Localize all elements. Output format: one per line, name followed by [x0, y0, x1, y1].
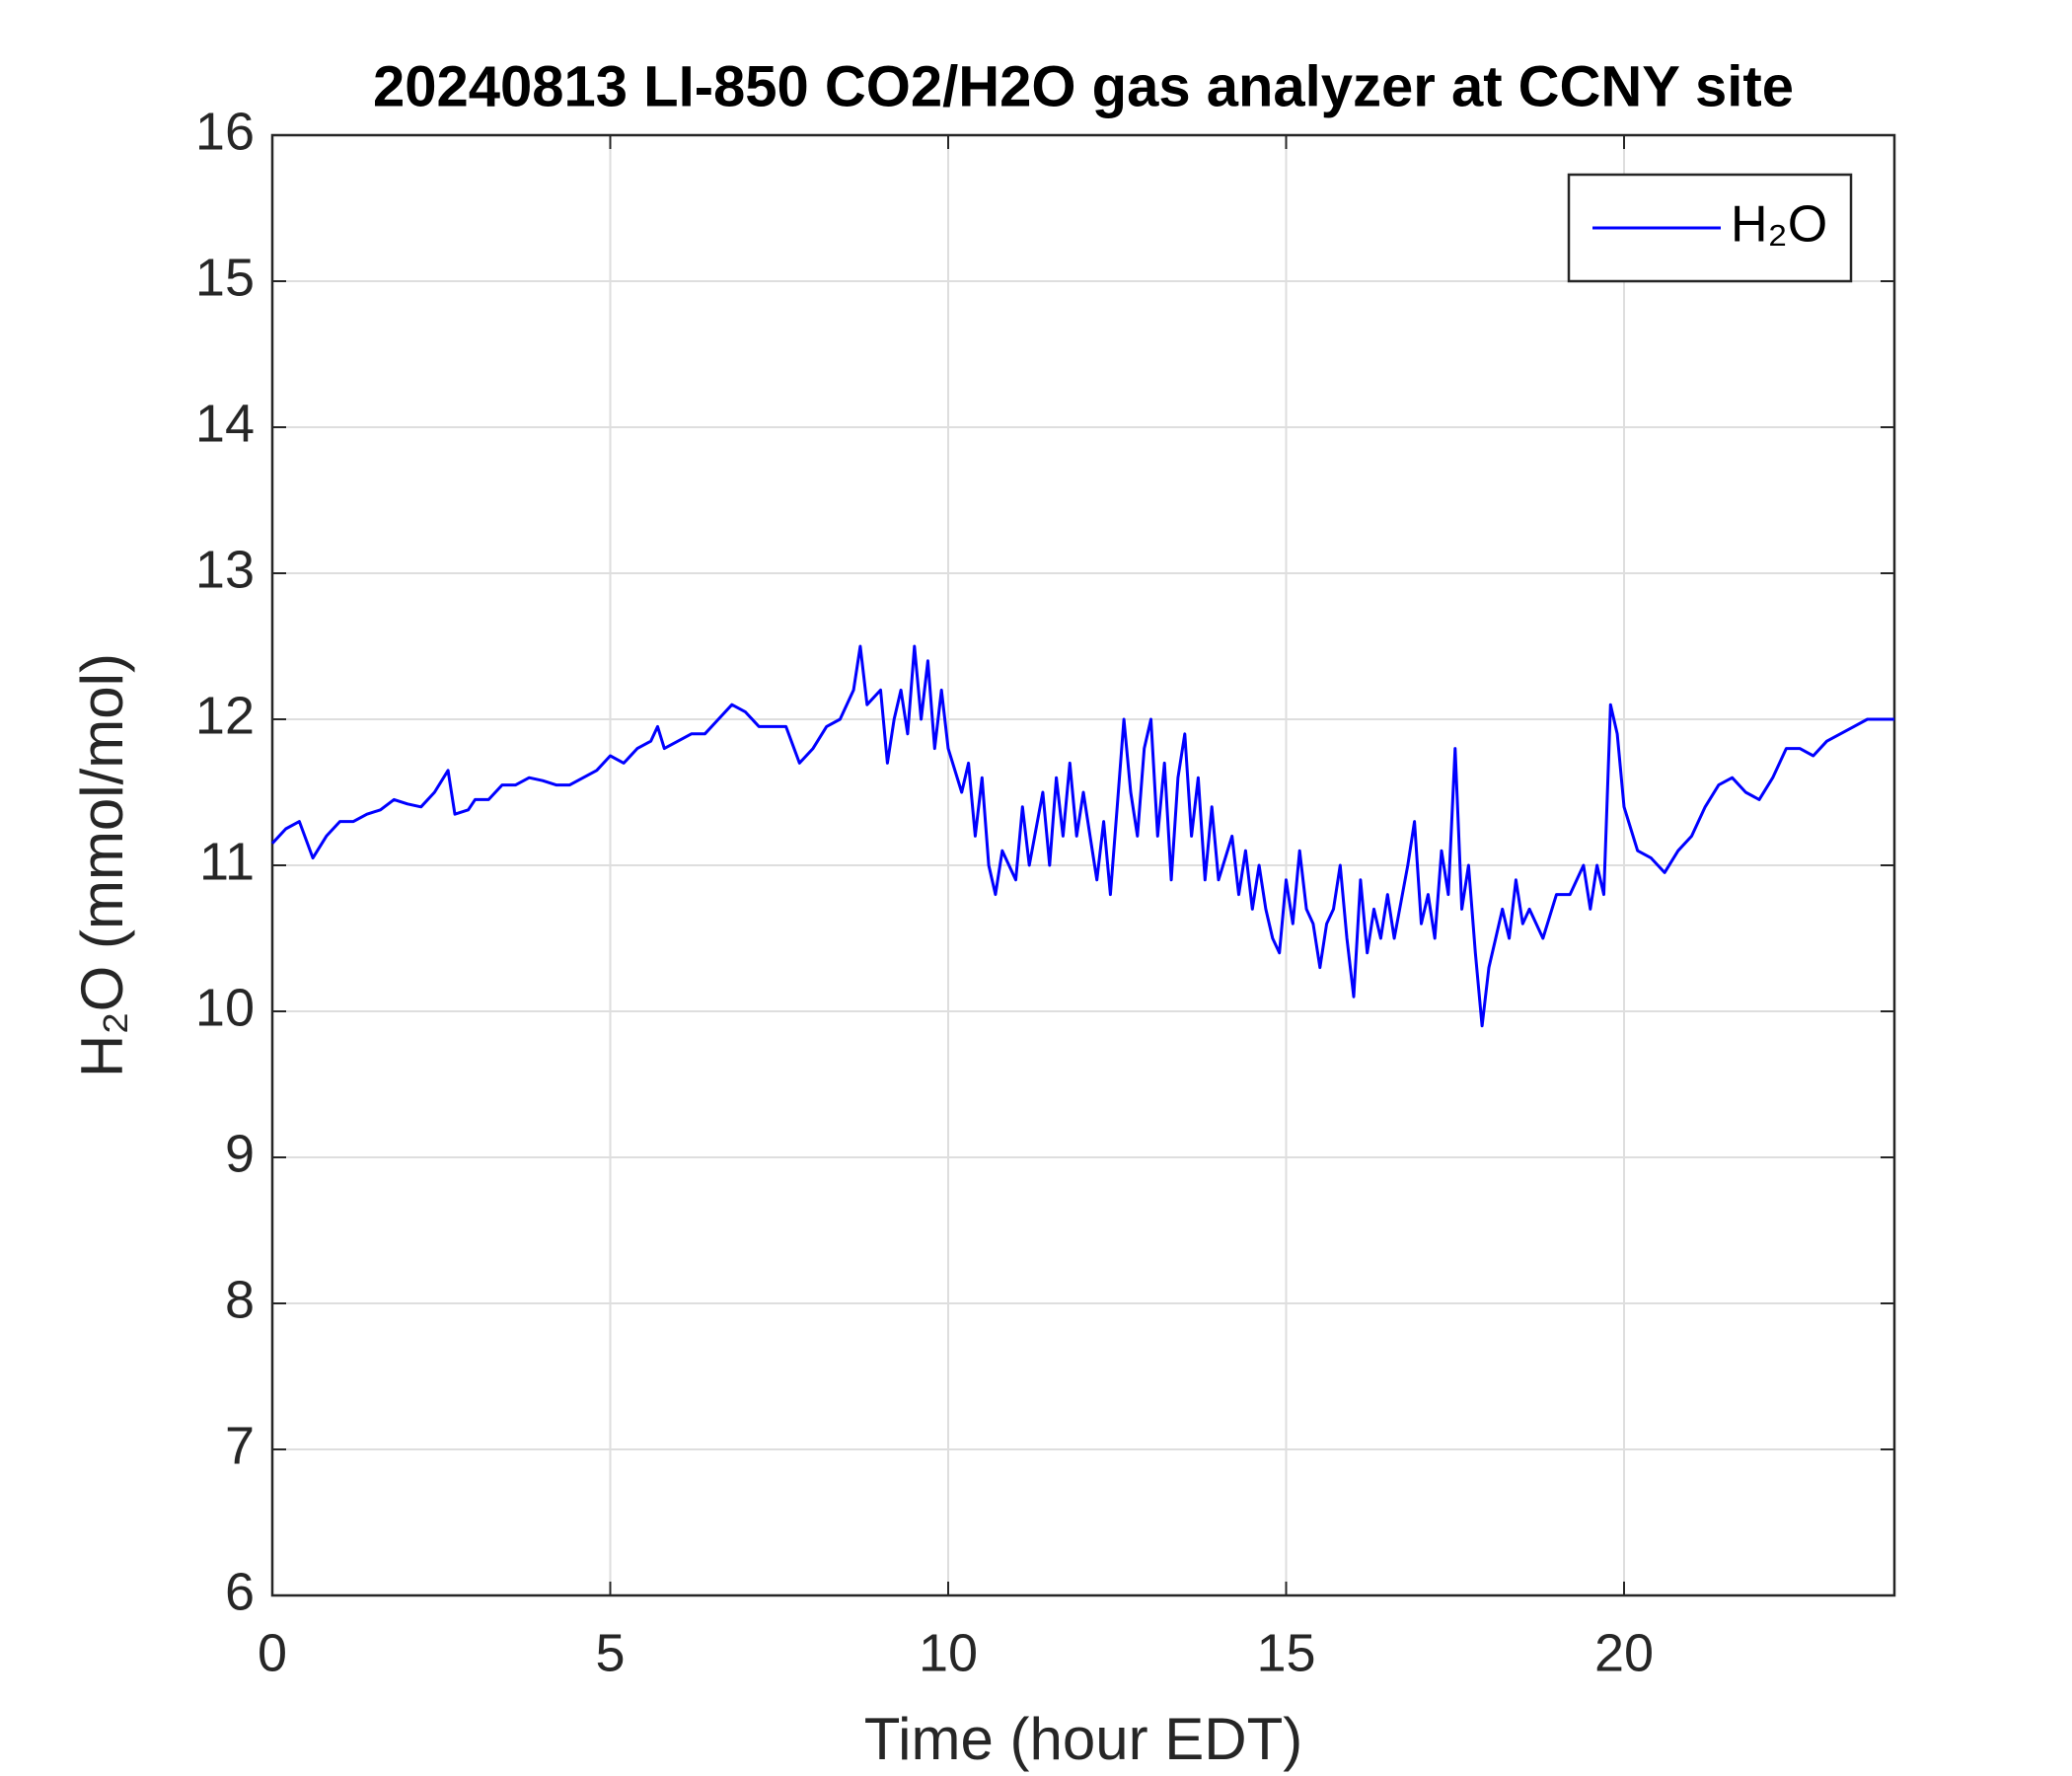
- x-tick-label: 20: [1594, 1623, 1654, 1682]
- y-tick-label: 11: [199, 832, 255, 891]
- x-tick-label: 0: [258, 1623, 287, 1682]
- data-line: [270, 644, 1894, 1028]
- y-tick-label: 6: [225, 1562, 255, 1621]
- y-tick-label: 13: [195, 540, 255, 599]
- y-tick-label: 10: [195, 978, 255, 1037]
- y-tick-label: 12: [195, 686, 255, 745]
- y-tick-label: 8: [225, 1270, 255, 1329]
- y-tick-label: 14: [195, 394, 255, 453]
- y-axis-label: H₂O (mmol/mol): [69, 653, 135, 1077]
- y-tick-label: 16: [195, 102, 255, 161]
- x-tick-label: 15: [1256, 1623, 1315, 1682]
- x-tick-label: 5: [595, 1623, 625, 1682]
- y-tick-label: 7: [225, 1416, 255, 1475]
- chart-title: 20240813 LI-850 CO2/H2O gas analyzer at …: [373, 54, 1794, 118]
- x-axis-label: Time (hour EDT): [864, 1706, 1303, 1772]
- y-tick-label: 15: [195, 248, 255, 307]
- legend-label: H₂O: [1731, 196, 1827, 254]
- y-tick-label: 9: [225, 1124, 255, 1183]
- x-tick-label: 10: [919, 1623, 978, 1682]
- plot-frame: [270, 133, 1896, 1597]
